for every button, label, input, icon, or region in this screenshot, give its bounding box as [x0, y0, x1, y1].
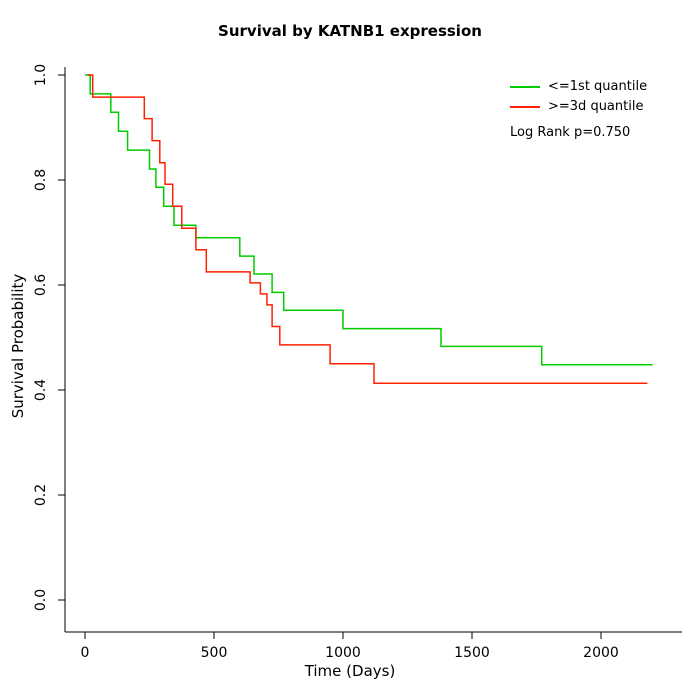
x-tick-label: 500: [201, 645, 228, 661]
legend-swatch: [510, 86, 540, 88]
legend-entry: >=3d quantile: [510, 98, 680, 116]
x-tick-label: 2000: [583, 645, 619, 661]
y-tick-label: 1.0: [33, 64, 49, 86]
x-tick-label: 0: [81, 645, 90, 661]
y-tick-label: 0.4: [33, 379, 49, 401]
y-tick-label: 0.6: [33, 274, 49, 296]
y-axis-label: Survival Probability: [9, 273, 27, 419]
y-tick-label: 0.8: [33, 169, 49, 191]
x-axis-label: Time (Days): [304, 662, 396, 680]
legend: <=1st quantile >=3d quantile Log Rank p=…: [510, 78, 680, 142]
x-tick-label: 1500: [454, 645, 490, 661]
legend-swatch: [510, 106, 540, 108]
legend-label-low-expression: <=1st quantile: [548, 79, 648, 94]
log-rank-p-value: Log Rank p=0.750: [510, 125, 631, 140]
legend-label-high-expression: >=3d quantile: [548, 99, 644, 114]
survival-curve-low-expression: [85, 74, 653, 366]
y-tick-label: 0.2: [33, 484, 49, 506]
legend-entry: <=1st quantile: [510, 78, 680, 96]
chart-title: Survival by KATNB1 expression: [218, 22, 482, 40]
survival-curve-high-expression: [87, 74, 648, 384]
y-tick-label: 0.0: [33, 589, 49, 611]
x-tick-label: 1000: [325, 645, 361, 661]
